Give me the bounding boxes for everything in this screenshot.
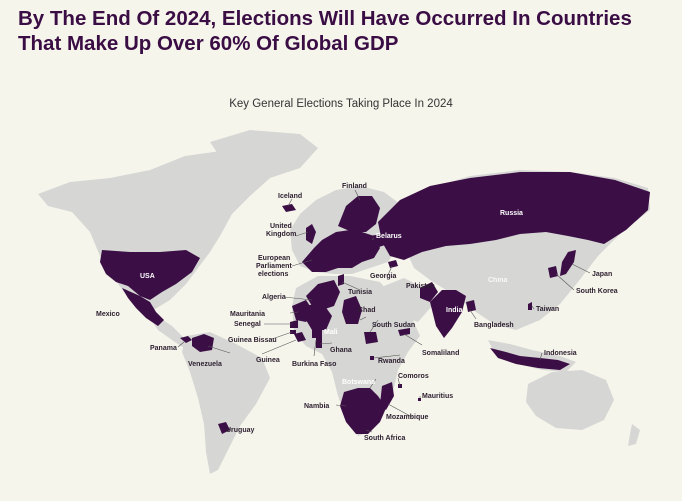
country-iceland[interactable] [282, 204, 296, 212]
label-botswana: Botswana [342, 379, 375, 386]
label-ep-line1: European [258, 255, 290, 262]
label-japan: Japan [592, 271, 612, 278]
map-subtitle: Key General Elections Taking Place In 20… [229, 98, 453, 110]
country-mexico[interactable] [122, 288, 164, 326]
election-countries [100, 172, 650, 434]
leader-lines [177, 189, 591, 433]
label-tunisia: Tunisia [348, 289, 372, 296]
country-taiwan[interactable] [528, 302, 532, 310]
label-uk-line1: United [270, 223, 292, 230]
land-new-zealand [628, 424, 640, 446]
label-uruguay: Uruguay [226, 427, 255, 434]
page-title: By The End Of 2024, Elections Will Have … [18, 6, 668, 56]
label-mali: Mali [324, 329, 338, 336]
country-ghana[interactable] [316, 338, 322, 348]
country-india[interactable] [430, 290, 466, 338]
label-taiwan: Taiwan [536, 306, 559, 313]
country-indonesia[interactable] [490, 348, 570, 370]
country-finland-scandinavia[interactable] [338, 196, 380, 232]
country-uk[interactable] [306, 224, 316, 244]
country-rwanda[interactable] [370, 356, 374, 360]
country-usa[interactable] [100, 250, 200, 300]
country-southern-africa[interactable] [340, 388, 386, 434]
country-guinea[interactable] [294, 332, 306, 342]
country-georgia[interactable] [388, 260, 398, 268]
label-mauritius: Mauritius [422, 393, 453, 400]
label-ep-line3: elections [258, 271, 288, 278]
label-south-korea: South Korea [576, 288, 618, 295]
label-venezuela: Venezuela [188, 361, 222, 368]
label-namibia: Nambia [304, 403, 329, 410]
label-ghana: Ghana [330, 347, 352, 354]
country-bangladesh[interactable] [466, 300, 476, 312]
label-finland: Finland [342, 183, 367, 190]
label-usa: USA [140, 273, 155, 280]
label-guinea-bissau: Guinea Bissau [228, 337, 277, 344]
label-chad: Chad [358, 307, 376, 314]
country-russia[interactable] [378, 172, 650, 260]
country-guinea-bissau[interactable] [290, 330, 296, 334]
label-somaliland: Somaliland [422, 350, 459, 357]
label-uk-line2: Kingdom [266, 231, 296, 238]
label-india: India [446, 307, 462, 314]
country-algeria-north-africa[interactable] [306, 280, 340, 310]
land-greenland [210, 130, 318, 178]
label-russia: Russia [500, 210, 523, 217]
label-china: China [488, 277, 508, 284]
land-north-america [38, 150, 270, 312]
country-chad[interactable] [342, 296, 362, 324]
country-mauritius[interactable] [418, 398, 421, 401]
land-south-america [182, 332, 270, 474]
country-mali[interactable] [306, 302, 332, 330]
land-australia [526, 370, 614, 430]
label-south-sudan: South Sudan [372, 322, 415, 329]
label-ep-line2: Parliament [256, 263, 292, 270]
country-somaliland[interactable] [398, 328, 410, 336]
title-line-2: That Make Up Over 60% Of Global GDP [18, 32, 399, 55]
label-bangladesh: Bangladesh [474, 322, 514, 329]
country-venezuela[interactable] [192, 334, 214, 352]
label-mexico: Mexico [96, 311, 120, 318]
label-south-africa: South Africa [364, 435, 405, 442]
label-guinea: Guinea [256, 357, 280, 364]
label-burkina-faso: Burkina Faso [292, 361, 336, 368]
country-burkina-faso[interactable] [312, 330, 322, 338]
country-japan[interactable] [560, 250, 576, 276]
region-european-union[interactable] [302, 230, 380, 272]
label-mozambique: Mozambique [386, 414, 428, 421]
label-iceland: Iceland [278, 193, 302, 200]
country-panama[interactable] [180, 336, 192, 343]
label-comoros: Comoros [398, 373, 429, 380]
label-belarus: Belarus [376, 233, 402, 240]
label-indonesia: Indonesia [544, 350, 577, 357]
label-pakistan: Pakistan [406, 283, 435, 290]
country-uruguay[interactable] [218, 422, 230, 434]
country-south-korea[interactable] [548, 266, 558, 278]
country-pakistan[interactable] [420, 282, 438, 302]
country-mozambique[interactable] [380, 382, 394, 410]
label-mauritania: Mauritania [230, 311, 265, 318]
country-south-sudan[interactable] [364, 332, 378, 344]
label-senegal: Senegal [234, 321, 261, 328]
label-panama: Panama [150, 345, 177, 352]
country-senegal[interactable] [290, 320, 298, 328]
map-labels: Iceland Finland Russia United Kingdom Be… [96, 183, 618, 442]
label-algeria: Algeria [262, 294, 286, 301]
label-rwanda: Rwanda [378, 358, 405, 365]
title-line-1: By The End Of 2024, Elections Will Have … [18, 7, 632, 30]
label-georgia: Georgia [370, 273, 397, 280]
country-tunisia[interactable] [338, 274, 344, 286]
